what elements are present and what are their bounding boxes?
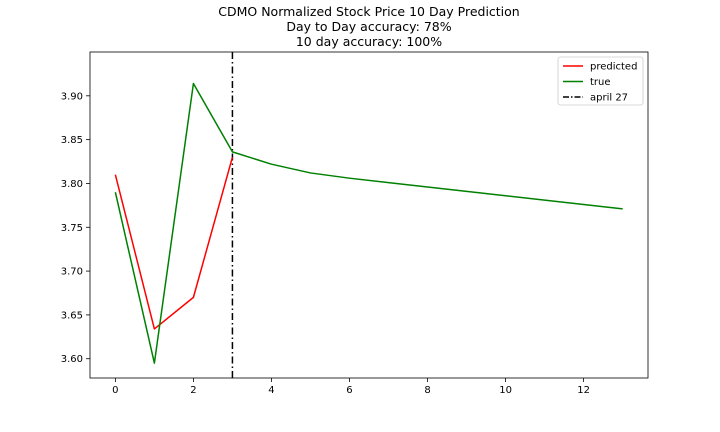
series-line-true	[114, 82, 623, 364]
chart-subtitle-line-2: 10 day accuracy: 100%	[296, 34, 442, 49]
y-tick-label: 3.75	[61, 223, 83, 234]
y-tick-label: 3.80	[61, 179, 83, 190]
x-tick-label: 4	[268, 385, 274, 396]
chart-title: CDMO Normalized Stock Price 10 Day Predi…	[218, 4, 519, 19]
y-tick-label: 3.90	[61, 91, 83, 102]
axis-ticks: 0 2 4 6 8 10 12 3.60 3.65 3.70 3.75 3.80 3.85 3.90	[61, 91, 590, 396]
chart-subtitle-line-1: Day to Day accuracy: 78%	[286, 19, 451, 34]
y-tick-label: 3.60	[61, 354, 83, 365]
legend-box	[557, 56, 644, 106]
y-tick-label: 3.70	[61, 267, 83, 278]
x-tick-label: 2	[190, 385, 196, 396]
legend-label: april 27	[590, 93, 628, 104]
legend-label: predicted	[590, 62, 637, 73]
axes-frame	[89, 51, 649, 379]
legend: predicted true april 27	[557, 56, 644, 106]
x-tick-label: 12	[577, 385, 590, 396]
y-tick-label: 3.85	[61, 135, 83, 146]
series-lines	[114, 52, 623, 378]
x-tick-label: 6	[346, 385, 352, 396]
legend-label: true	[590, 77, 611, 88]
y-tick-label: 3.65	[61, 310, 83, 321]
x-tick-label: 10	[499, 385, 512, 396]
series-line-predicted	[114, 156, 234, 330]
x-tick-label: 8	[424, 385, 430, 396]
x-tick-label: 0	[112, 385, 118, 396]
plot-area	[89, 51, 649, 379]
